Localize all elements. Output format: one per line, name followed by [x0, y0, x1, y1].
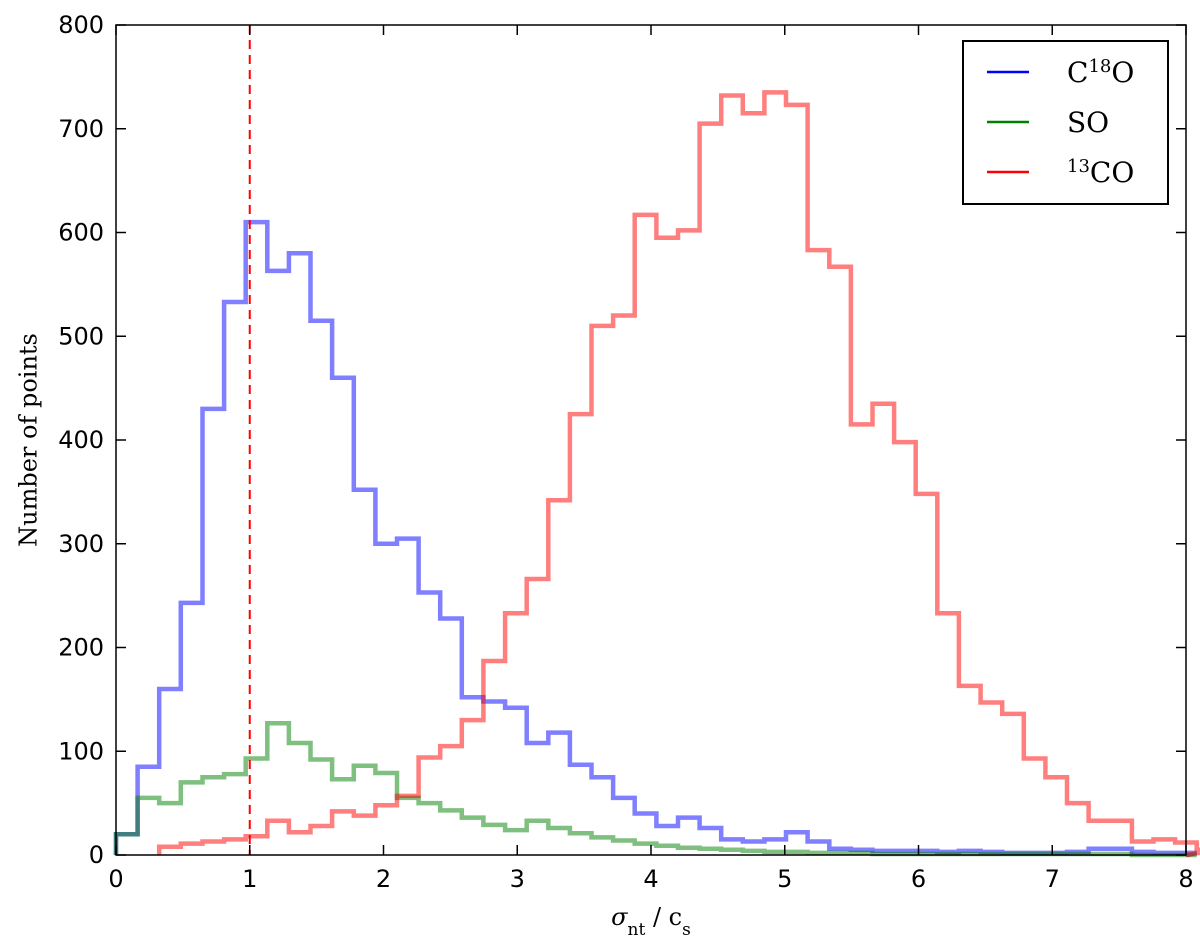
x-tick-label-1: 1 [242, 865, 257, 893]
x-label-sigma-sub: nt [628, 920, 646, 938]
x-tick-label-5: 5 [777, 865, 792, 893]
legend-label-2: 13CO [1067, 156, 1134, 190]
x-tick-label-7: 7 [1045, 865, 1060, 893]
x-axis-ticks: 0 1 2 3 4 5 6 7 8 [108, 25, 1194, 893]
x-tick-label-2: 2 [376, 865, 391, 893]
y-tick-label-5: 500 [58, 322, 104, 350]
y-tick-label-0: 0 [89, 841, 104, 869]
y-tick-label-2: 200 [58, 634, 104, 662]
x-label-cs-sub: s [682, 920, 691, 938]
y-tick-label-8: 800 [58, 11, 104, 39]
x-tick-label-3: 3 [510, 865, 525, 893]
legend-label-0: C18O [1067, 56, 1134, 90]
series-1-histogram [113, 720, 1197, 858]
plot-series [113, 90, 1200, 858]
y-axis-ticks: 0 100 200 300 400 500 600 700 800 [58, 11, 1186, 869]
y-tick-label-3: 300 [58, 530, 104, 558]
x-tick-label-6: 6 [911, 865, 926, 893]
x-label-sigma: σ [611, 903, 628, 931]
series-2-histogram [156, 90, 1200, 858]
x-label-slash: / c [645, 903, 682, 931]
legend-box [962, 40, 1169, 205]
legend: C18O SO 13CO [962, 40, 1169, 205]
legend-label-1: SO [1067, 106, 1109, 139]
x-tick-label-4: 4 [643, 865, 658, 893]
x-tick-label-0: 0 [108, 865, 123, 893]
x-tick-label-8: 8 [1178, 865, 1193, 893]
y-tick-label-1: 100 [58, 737, 104, 765]
y-tick-label-7: 700 [58, 115, 104, 143]
x-axis-label: σnt / cs [611, 903, 691, 938]
y-tick-label-6: 600 [58, 219, 104, 247]
y-axis-label: Number of points [15, 333, 43, 547]
y-tick-label-4: 400 [58, 426, 104, 454]
